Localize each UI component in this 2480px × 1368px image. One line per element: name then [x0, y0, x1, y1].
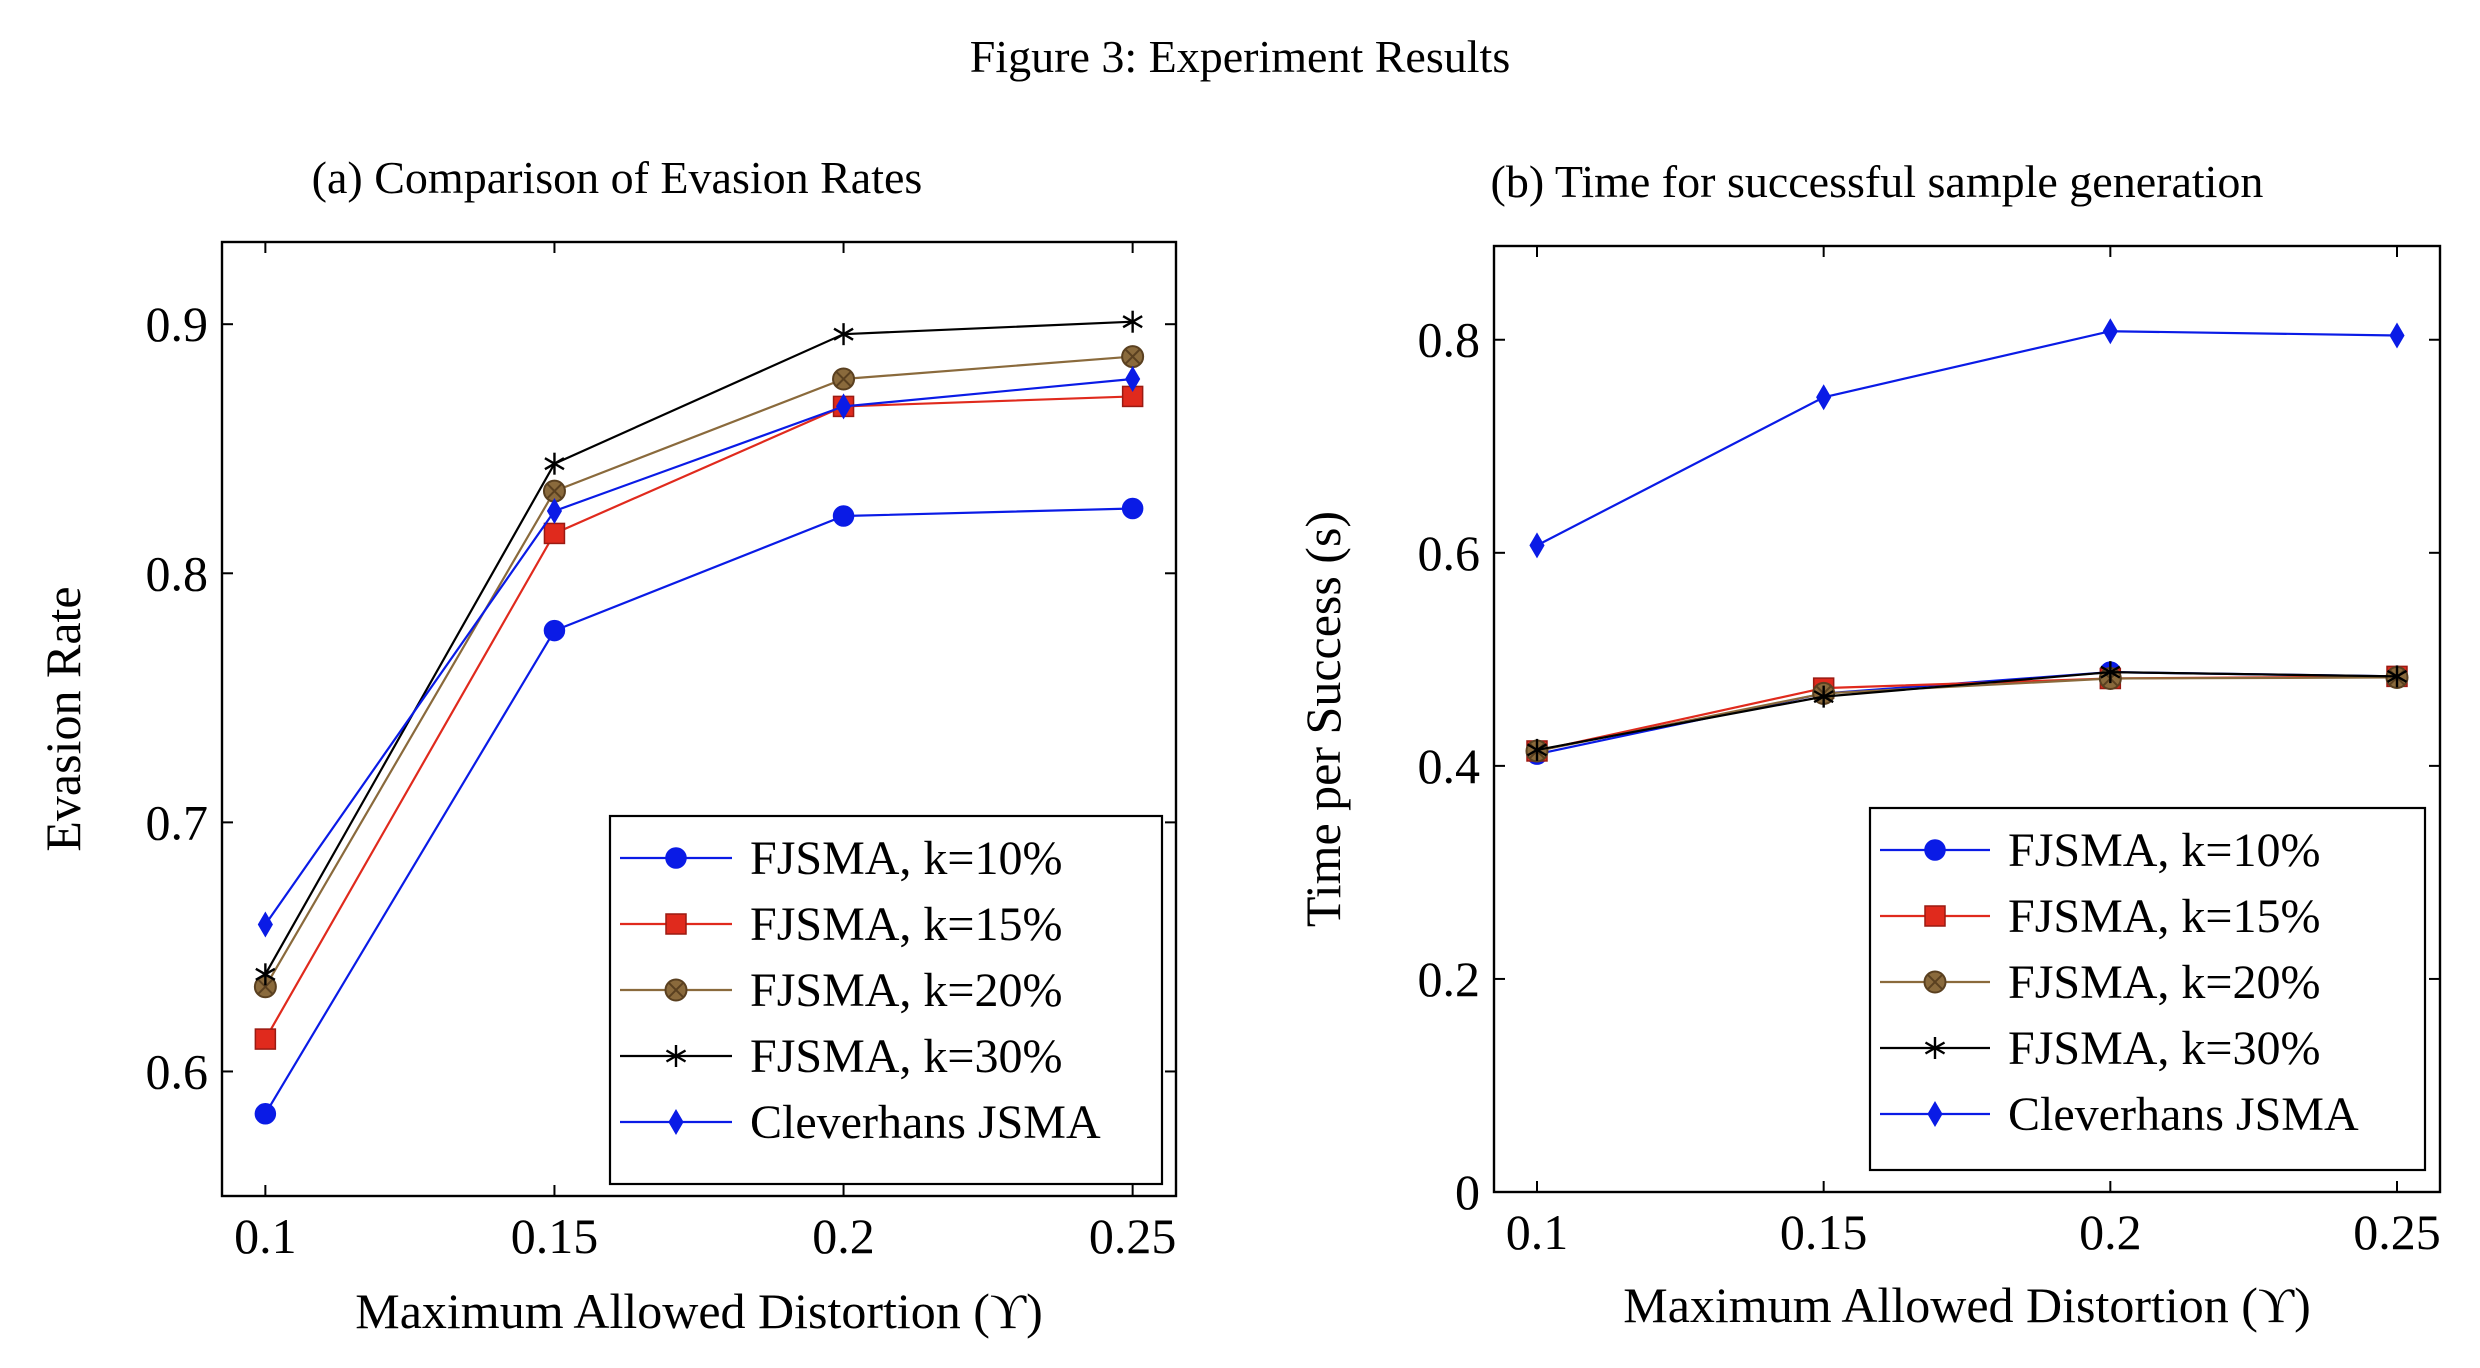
legend-label-fjsma30: FJSMA, k=30% [750, 1030, 1062, 1083]
legend-marker-fjsma15 [665, 913, 687, 935]
data-point-fjsma10 [543, 619, 566, 642]
data-point-fjsma15 [543, 522, 566, 545]
legend-marker-fjsma10 [665, 847, 687, 869]
chart-time-per-success: (b) Time for successful sample generatio… [1295, 156, 2442, 1333]
y-tick-label: 0.4 [1418, 738, 1481, 794]
legend-marker-fjsma20 [1923, 970, 1947, 994]
y-tick-label: 0.6 [146, 1043, 209, 1099]
data-point-fjsma10 [1121, 497, 1144, 520]
y-tick-label: 0.8 [1418, 312, 1481, 368]
series-line-fjsma15 [1536, 675, 2398, 753]
data-point-cleverhans [1125, 366, 1141, 392]
x-axis-title-b: Maximum Allowed Distortion (ϒ) [1623, 1277, 2310, 1333]
legend-label-fjsma10: FJSMA, k=10% [2008, 824, 2320, 877]
legend-label-fjsma15: FJSMA, k=15% [750, 898, 1062, 951]
data-point-cleverhans [2389, 322, 2405, 349]
legend-b: FJSMA, k=10% FJSMA, k=15% FJSMA, k=20% FJSM… [1868, 806, 2427, 1172]
legend-a: FJSMA, k=10% FJSMA, k=15% FJSMA, k=20% FJSM… [608, 814, 1164, 1186]
x-tick-label: 0.1 [1506, 1204, 1569, 1260]
legend-marker-fjsma20 [664, 978, 688, 1002]
data-point-fjsma10 [832, 505, 855, 527]
x-tick-label: 0.15 [1780, 1204, 1868, 1260]
data-point-fjsma20 [253, 975, 277, 999]
data-point-fjsma15 [254, 1028, 277, 1050]
data-point-fjsma20 [832, 367, 856, 391]
data-point-cleverhans [835, 393, 852, 420]
x-tick-label: 0.1 [234, 1208, 297, 1264]
data-point-fjsma30 [1122, 310, 1143, 333]
y-axis-title-b: Time per Success (s) [1295, 511, 1351, 927]
subplot-title-b: (b) Time for successful sample generatio… [1491, 156, 2264, 207]
x-tick-label: 0.25 [1089, 1208, 1177, 1264]
legend-label-cleverhans: Cleverhans JSMA [2008, 1088, 2359, 1141]
y-tick-label: 0.9 [146, 296, 209, 352]
y-tick-label: 0.7 [146, 794, 209, 850]
x-axis-title-a: Maximum Allowed Distortion (ϒ) [355, 1283, 1042, 1339]
legend-label-cleverhans: Cleverhans JSMA [750, 1096, 1101, 1149]
series-line-cleverhans [264, 377, 1133, 926]
legend-marker-cleverhans [668, 1109, 684, 1135]
data-point-fjsma20 [1121, 345, 1145, 369]
legend-label-fjsma15: FJSMA, k=15% [2008, 890, 2320, 943]
y-tick-label: 0 [1455, 1164, 1480, 1220]
data-point-cleverhans [546, 498, 563, 525]
legend-label-fjsma10: FJSMA, k=10% [750, 832, 1062, 885]
data-point-fjsma30 [833, 323, 854, 346]
y-tick-label: 0.6 [1418, 525, 1481, 581]
data-point-fjsma30 [1813, 685, 1834, 708]
legend-marker-cleverhans [1927, 1101, 1943, 1127]
subplot-title-a: (a) Comparison of Evasion Rates [312, 152, 923, 203]
legend-label-fjsma30: FJSMA, k=30% [2008, 1022, 2320, 1075]
figure-title: Figure 3: Experiment Results [969, 31, 1511, 82]
data-point-fjsma30 [544, 452, 565, 475]
legend-box [1868, 806, 2427, 1172]
data-point-fjsma30 [2100, 661, 2121, 684]
legend-marker-fjsma10 [1924, 839, 1946, 861]
data-point-fjsma30 [1526, 738, 1548, 761]
data-point-fjsma30 [255, 963, 276, 986]
series-line-fjsma30 [1536, 671, 2398, 751]
x-tick-label: 0.2 [812, 1208, 875, 1264]
legend-label-fjsma20: FJSMA, k=20% [750, 964, 1062, 1017]
series-line-cleverhans [1536, 330, 2398, 547]
legend-marker-fjsma15 [1924, 905, 1946, 927]
legend-label-fjsma20: FJSMA, k=20% [2008, 956, 2320, 1009]
series-line-fjsma20 [264, 355, 1133, 988]
x-tick-label: 0.15 [511, 1208, 599, 1264]
data-point-fjsma30 [2386, 665, 2408, 688]
legend-marker-fjsma30 [665, 1045, 687, 1067]
data-point-cleverhans [1816, 384, 1832, 411]
axes-frame-a [220, 240, 1178, 1198]
y-tick-label: 0.8 [146, 545, 209, 601]
axes-frame-b [1492, 244, 2442, 1194]
x-tick-label: 0.2 [2079, 1204, 2142, 1260]
y-axis-title-a: Evasion Rate [35, 586, 91, 851]
data-point-cleverhans [257, 911, 273, 938]
data-point-fjsma10 [254, 1103, 277, 1125]
series-line-fjsma20 [1536, 676, 2398, 753]
legend-marker-fjsma30 [1924, 1037, 1946, 1059]
data-point-cleverhans [1529, 532, 1545, 559]
chart-evasion-rates: (a) Comparison of Evasion Rates 0.1 0.15 0.… [35, 152, 1178, 1339]
series-line-fjsma15 [264, 395, 1133, 1040]
data-point-cleverhans [2102, 318, 2118, 345]
x-tick-label: 0.25 [2353, 1204, 2441, 1260]
series-line-fjsma10 [264, 507, 1133, 1115]
y-tick-label: 0.2 [1418, 951, 1481, 1007]
